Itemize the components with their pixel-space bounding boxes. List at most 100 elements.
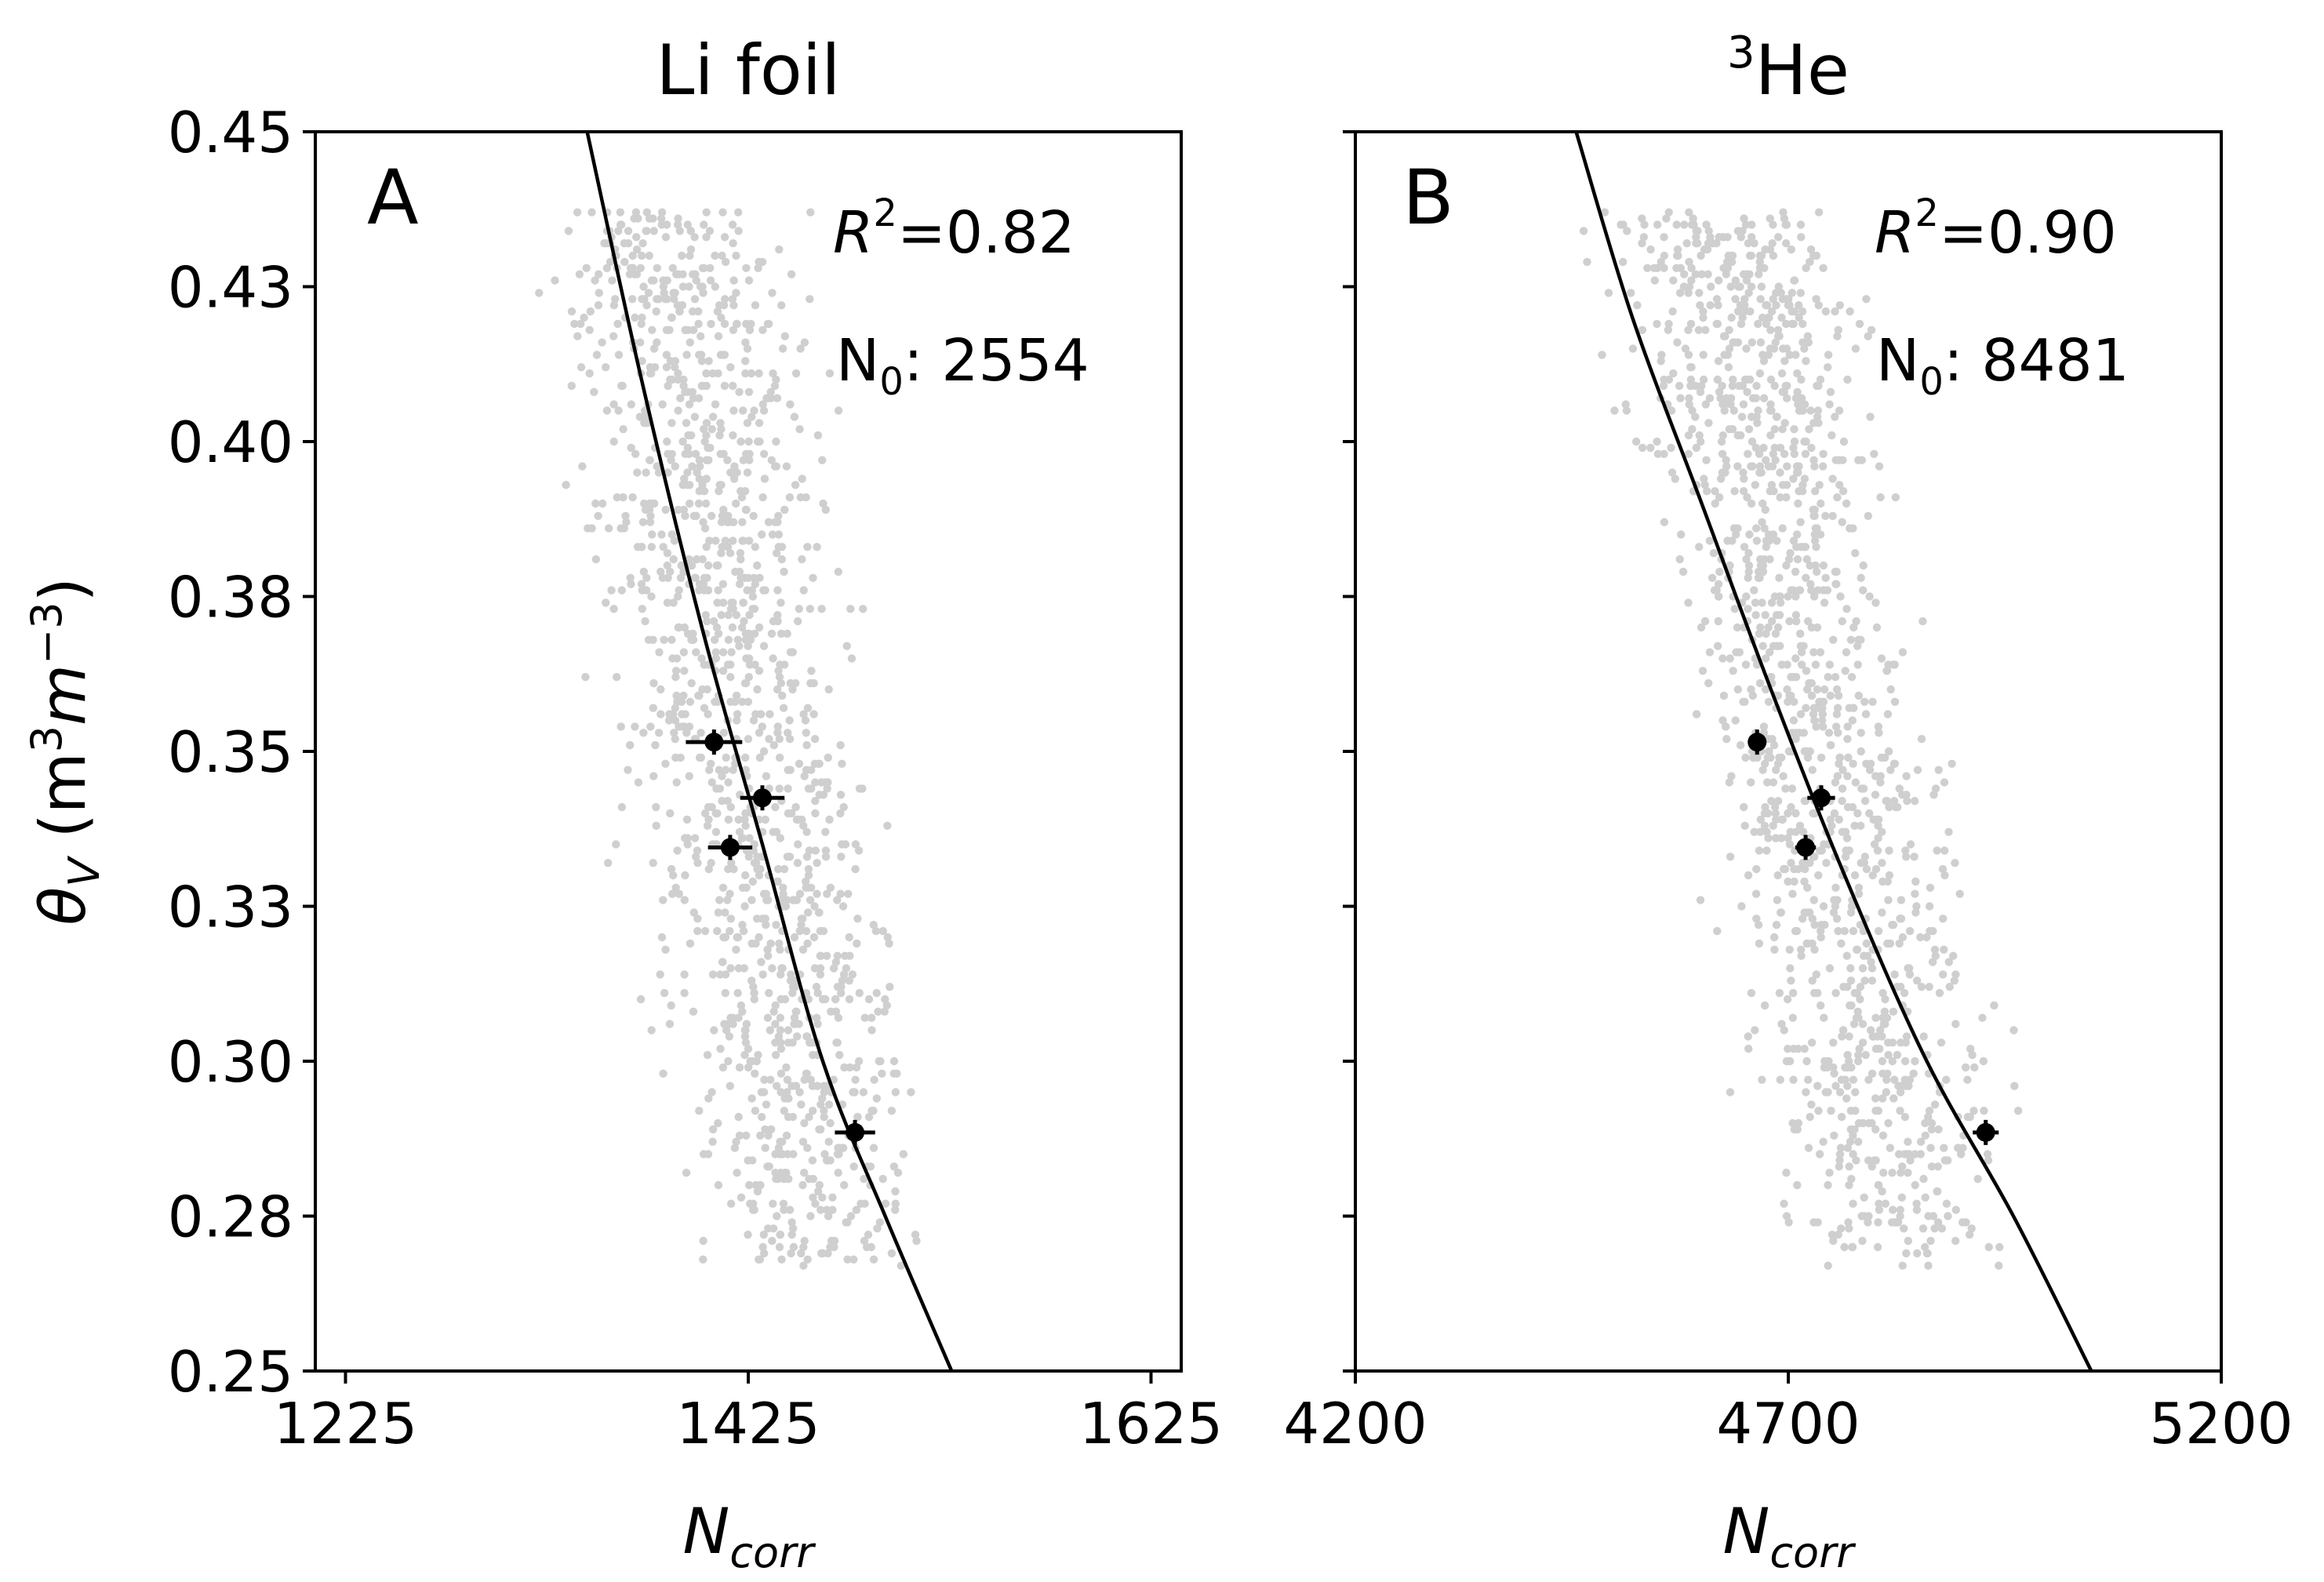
scatter-point xyxy=(761,1144,769,1152)
scatter-point xyxy=(1807,586,1816,595)
scatter-point xyxy=(864,1112,874,1122)
scatter-point xyxy=(700,220,708,229)
scatter-point xyxy=(708,413,718,421)
scatter-point xyxy=(669,871,678,880)
scatter-point xyxy=(726,1199,736,1208)
scatter-point xyxy=(1696,387,1705,396)
scatter-point xyxy=(1755,846,1764,855)
scatter-point xyxy=(756,1180,765,1190)
scatter-point xyxy=(682,351,691,359)
scatter-point xyxy=(1875,1199,1883,1208)
scatter-point xyxy=(754,264,762,272)
n0-annotation-a: N0: 2554 xyxy=(836,327,1089,404)
scatter-point xyxy=(1762,456,1770,464)
scatter-point xyxy=(819,499,827,508)
scatter-point xyxy=(797,921,806,929)
scatter-point xyxy=(818,995,827,1004)
scatter-point xyxy=(1925,983,1933,991)
scatter-point xyxy=(1866,413,1875,421)
scatter-point xyxy=(1856,995,1864,1004)
scatter-point xyxy=(1876,772,1885,780)
scatter-point xyxy=(774,667,783,675)
scatter-point xyxy=(1958,1218,1967,1227)
scatter-point xyxy=(1714,592,1723,601)
scatter-point xyxy=(1600,208,1609,216)
scatter-point xyxy=(1766,400,1775,409)
scatter-point xyxy=(675,889,683,898)
scatter-point xyxy=(657,933,667,942)
scatter-point xyxy=(1692,710,1701,718)
scatter-point xyxy=(1873,1242,1882,1252)
scatter-point xyxy=(1770,425,1779,434)
scatter-point xyxy=(787,270,796,278)
scatter-point xyxy=(769,827,777,836)
scatter-point xyxy=(726,660,735,669)
scatter-point xyxy=(737,493,747,502)
scatter-point xyxy=(824,753,833,762)
scatter-point xyxy=(1810,462,1819,471)
scatter-point xyxy=(1856,983,1865,991)
scatter-point xyxy=(864,995,874,1004)
scatter-point xyxy=(690,295,700,304)
scatter-point xyxy=(1842,605,1851,613)
scatter-point xyxy=(1800,877,1809,886)
scatter-point xyxy=(600,239,609,248)
y-tick-label: 0.43 xyxy=(168,255,293,321)
scatter-point xyxy=(722,1026,731,1035)
scatter-point xyxy=(1739,400,1748,409)
mean-point xyxy=(1807,785,1835,811)
scatter-point xyxy=(1639,233,1648,242)
scatter-point xyxy=(769,1224,778,1233)
scatter-point xyxy=(1858,1038,1868,1047)
scatter-point xyxy=(718,648,728,656)
scatter-point xyxy=(735,642,744,650)
scatter-point xyxy=(795,1088,804,1096)
mean-point xyxy=(740,785,785,811)
scatter-point xyxy=(1811,660,1820,669)
scatter-point xyxy=(846,605,855,613)
scatter-point xyxy=(663,437,671,446)
scatter-point xyxy=(1802,264,1810,272)
scatter-point xyxy=(649,704,657,712)
scatter-point xyxy=(1747,499,1756,508)
scatter-point xyxy=(1685,282,1694,291)
scatter-point xyxy=(1750,239,1758,248)
scatter-point xyxy=(1898,791,1907,799)
scatter-point xyxy=(1912,976,1922,985)
scatter-point xyxy=(1751,598,1760,607)
scatter-point xyxy=(773,616,782,626)
scatter-point xyxy=(602,406,612,415)
scatter-point xyxy=(1691,413,1700,421)
scatter-point xyxy=(1780,419,1789,427)
scatter-point xyxy=(1776,443,1785,453)
scatter-point xyxy=(1874,1107,1883,1115)
scatter-point xyxy=(1745,251,1755,260)
scatter-point xyxy=(757,958,766,966)
scatter-point xyxy=(784,1038,793,1047)
scatter-point xyxy=(680,475,689,483)
scatter-point xyxy=(813,859,821,867)
scatter-point xyxy=(654,729,664,737)
scatter-point xyxy=(1678,567,1688,576)
scatter-point xyxy=(836,889,845,898)
scatter-point xyxy=(676,573,686,582)
scatter-point xyxy=(1696,896,1705,904)
scatter-point xyxy=(1800,475,1809,483)
scatter-point xyxy=(1954,1144,1962,1152)
scatter-point xyxy=(774,1144,784,1152)
scatter-point xyxy=(853,1112,862,1122)
scatter-point xyxy=(1643,264,1652,272)
scatter-point xyxy=(750,1206,758,1214)
scatter-point xyxy=(1638,239,1646,248)
scatter-point xyxy=(853,939,861,948)
scatter-point xyxy=(1739,468,1748,477)
scatter-point xyxy=(1688,406,1697,415)
scatter-point xyxy=(1727,257,1737,267)
scatter-point xyxy=(1920,1242,1929,1252)
scatter-point xyxy=(667,1001,675,1010)
scatter-point xyxy=(891,1088,900,1096)
scatter-point xyxy=(1628,344,1638,353)
scatter-point xyxy=(1857,1212,1866,1220)
scatter-point xyxy=(1874,926,1883,936)
scatter-point xyxy=(1794,468,1802,477)
